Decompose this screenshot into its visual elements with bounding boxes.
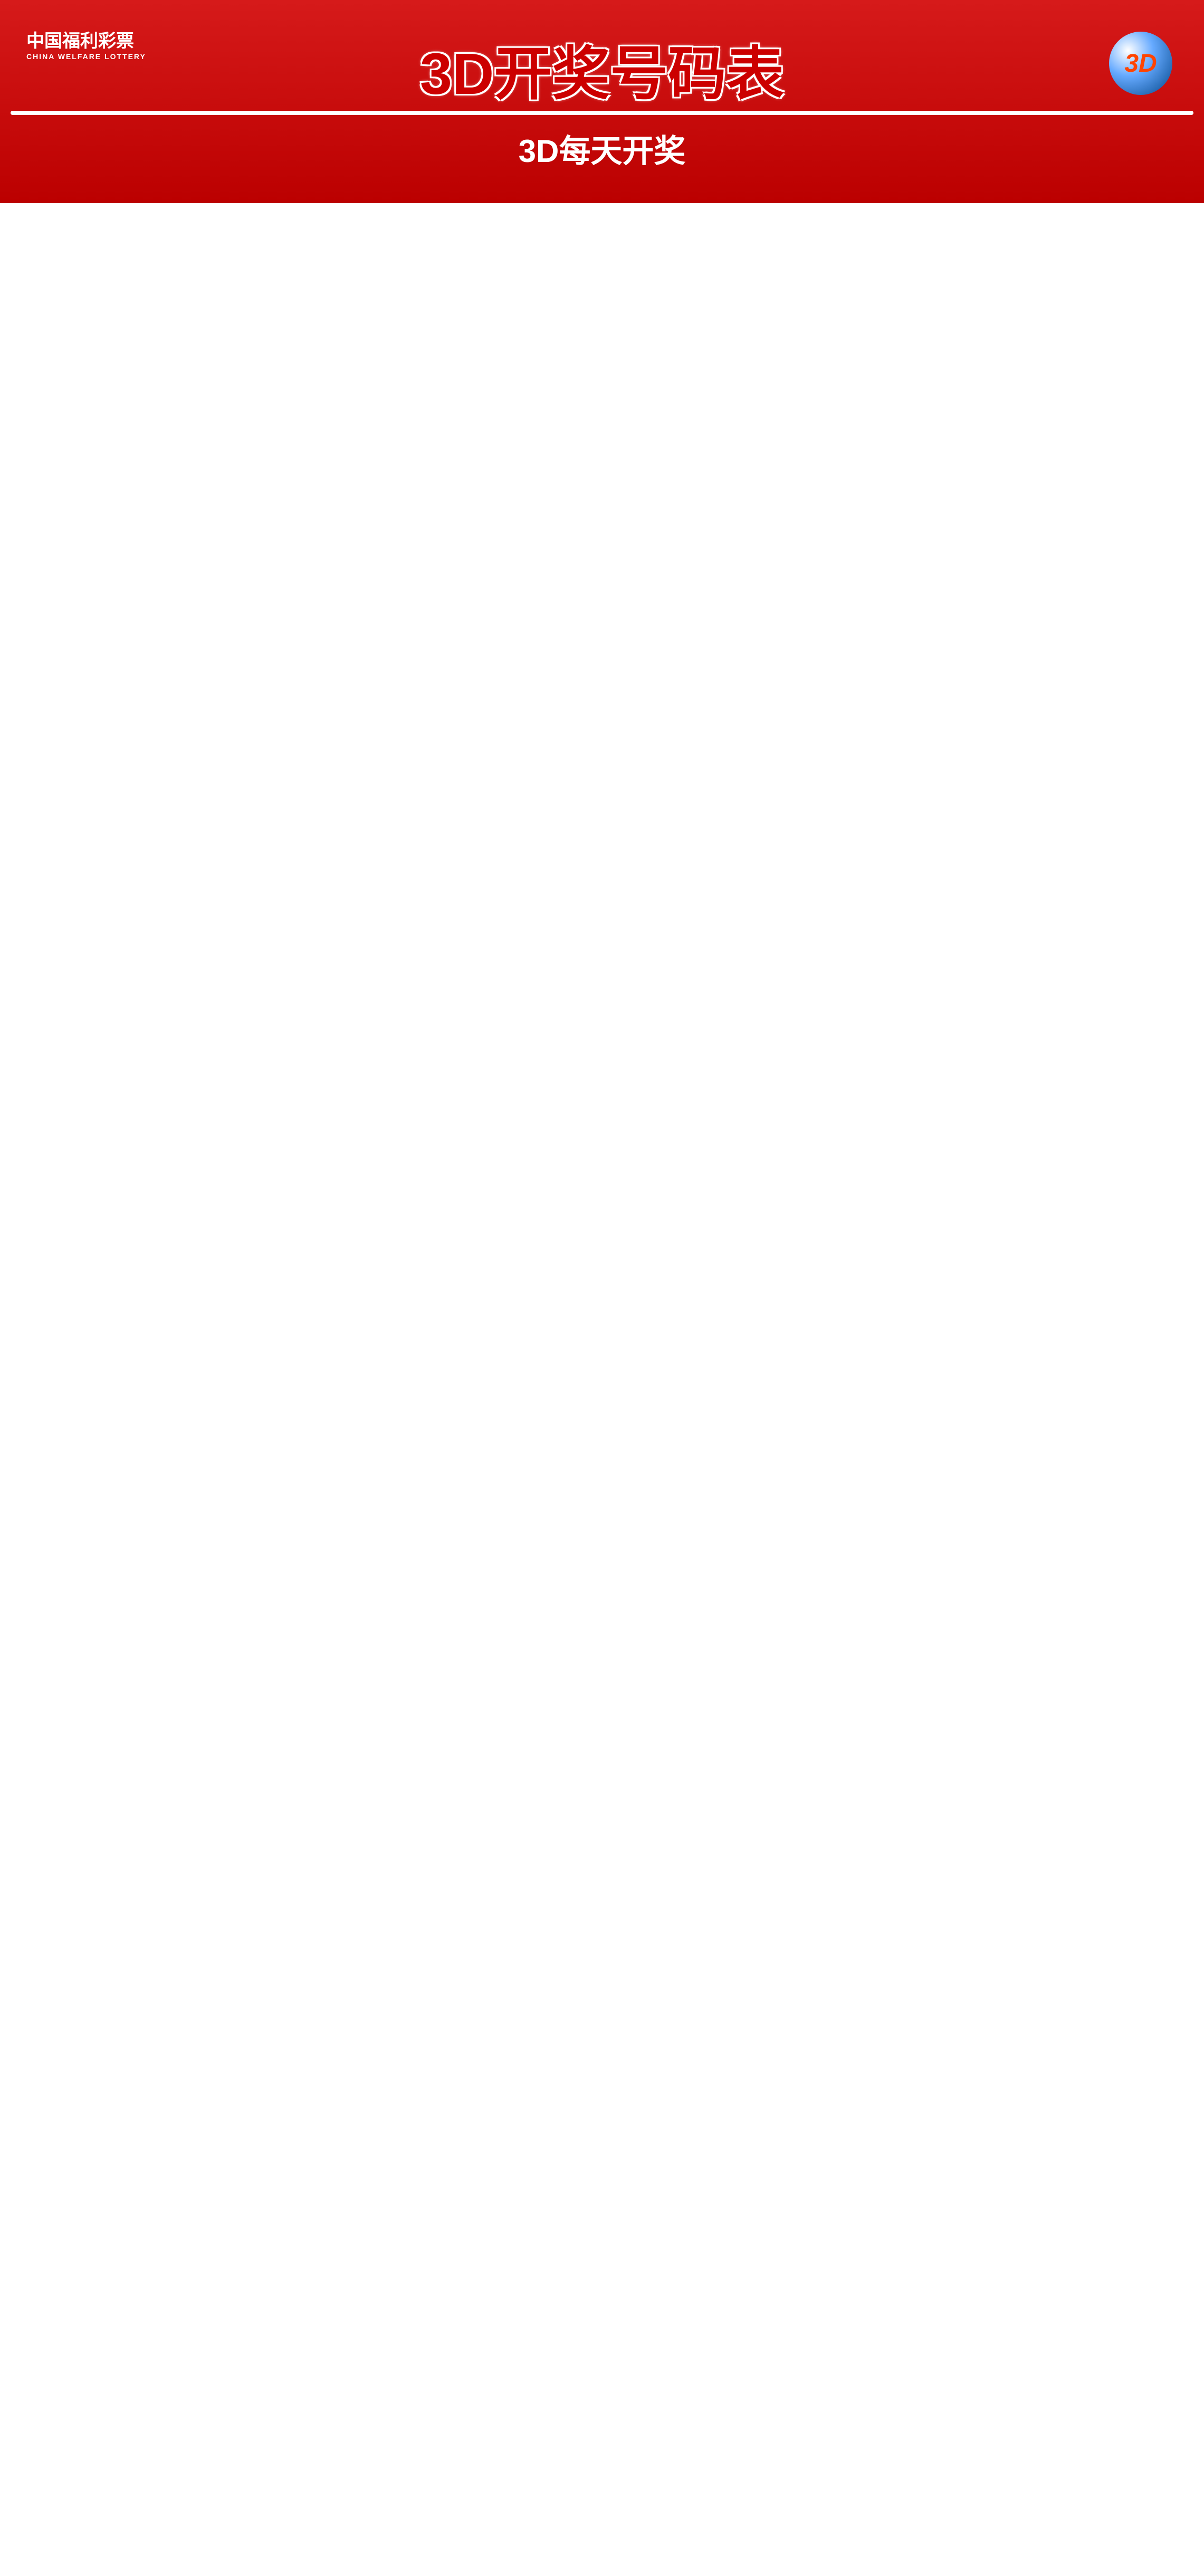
page-title: 3D开奖号码表 — [11, 16, 1193, 111]
footer-text: 3D每天开奖 — [11, 115, 1193, 171]
logo-subtext: CHINA WELFARE LOTTERY — [26, 52, 146, 61]
logo: 中国福利彩票 CHINA WELFARE LOTTERY — [26, 26, 146, 61]
main-panel — [11, 111, 1193, 115]
header: 中国福利彩票 CHINA WELFARE LOTTERY 3D开奖号码表 3D — [11, 16, 1193, 111]
outer-frame: 中国福利彩票 CHINA WELFARE LOTTERY 3D开奖号码表 3D … — [0, 0, 1204, 203]
logo-3d-icon: 3D — [1109, 32, 1172, 95]
logo-text: 中国福利彩票 — [26, 31, 134, 51]
